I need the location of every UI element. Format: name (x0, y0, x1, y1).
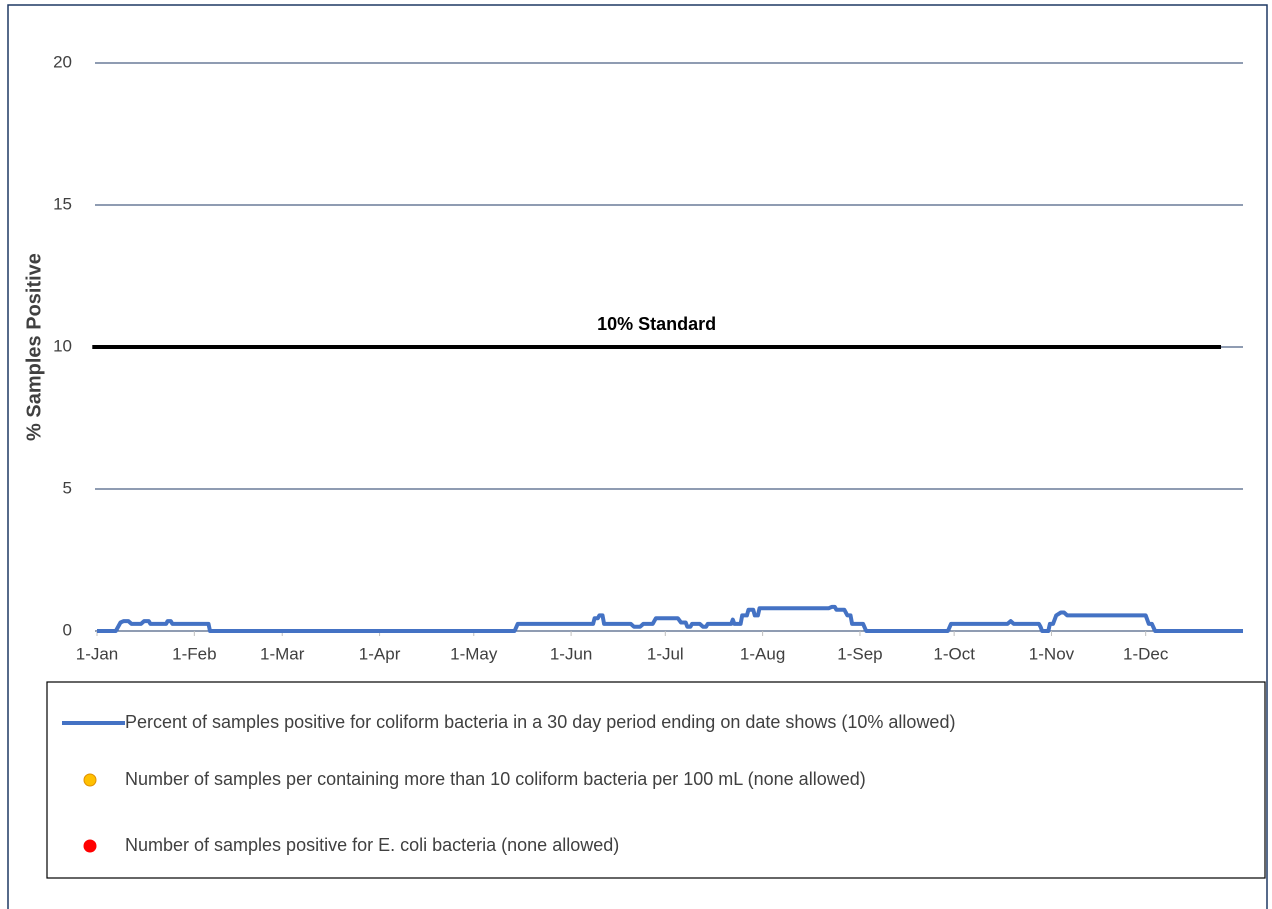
y-tick-label: 0 (63, 620, 72, 639)
legend-box (46, 681, 1266, 879)
y-tick-label: 20 (53, 52, 72, 71)
data-line (97, 604, 1243, 633)
x-tick-label: 1-Mar (260, 644, 305, 663)
legend-swatch (83, 839, 97, 853)
legend-label: Percent of samples positive for coliform… (125, 712, 955, 732)
x-tick-label: 1-Aug (740, 644, 785, 663)
x-tick-label: 1-Dec (1123, 644, 1169, 663)
y-axis-label: % Samples Positive (23, 253, 45, 441)
x-tick-label: 1-Jul (647, 644, 684, 663)
y-tick-label: 15 (53, 194, 72, 213)
legend-label: Number of samples per containing more th… (125, 769, 866, 789)
x-tick-label: 1-Sep (837, 644, 882, 663)
chart-frame (7, 4, 1268, 909)
reference-label: 10% Standard (597, 314, 716, 334)
x-tick-label: 1-Feb (172, 644, 216, 663)
x-tick-label: 1-Oct (933, 644, 975, 663)
x-tick-label: 1-May (450, 644, 498, 663)
legend-swatch (83, 773, 97, 787)
x-tick-label: 1-Jun (550, 644, 593, 663)
x-tick-label: 1-Jan (76, 644, 119, 663)
y-tick-label: 10 (53, 336, 72, 355)
y-tick-label: 5 (63, 478, 72, 497)
legend-label: Number of samples positive for E. coli b… (125, 835, 619, 855)
x-tick-label: 1-Apr (359, 644, 401, 663)
x-tick-label: 1-Nov (1029, 644, 1075, 663)
